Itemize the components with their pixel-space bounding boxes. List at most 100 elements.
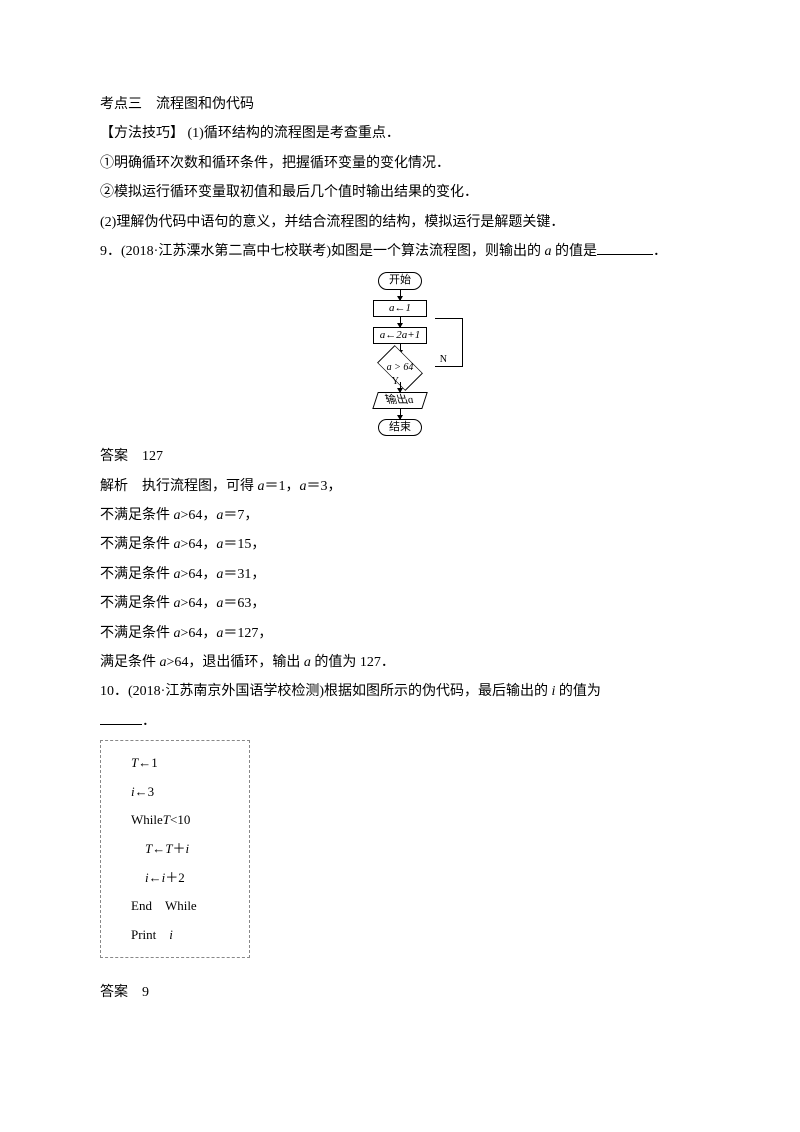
exp9-r2: 7， [237, 508, 258, 523]
document-content: 考点三 流程图和伪代码 【方法技巧】 (1)循环结构的流程图是考查重点． ①明确… [100, 90, 700, 1008]
exp9-gt4: >64， [181, 567, 217, 582]
exp9-fb: >64，退出循环，输出 [167, 655, 304, 670]
pc-l5: i←i＋2 [113, 864, 237, 893]
exp9-fc: 的值为 127． [311, 655, 395, 670]
fc-init-text: a←1 [389, 302, 411, 314]
exp9-r6: 127， [237, 626, 272, 641]
explanation-9-final: 满足条件 a>64，退出循环，输出 a 的值为 127． [100, 648, 700, 677]
exp9-v4: a [174, 567, 181, 582]
pc-l4e: i [185, 841, 189, 856]
pc-l2b: ←3 [135, 784, 155, 799]
q10-period: ． [142, 714, 156, 729]
pc-l4b: ← [152, 841, 165, 856]
exp9-v2: a [174, 508, 181, 523]
pc-l7b: i [169, 927, 173, 942]
ans10-value: 9 [128, 985, 149, 1000]
exp9-label: 解析 [100, 479, 128, 494]
answer-9: 答案 127 [100, 442, 700, 471]
pc-l3a: While [131, 812, 163, 827]
exp9-eq6: ＝ [223, 626, 237, 641]
pc-l5d: ＋2 [165, 870, 185, 885]
exp9-nf6: 不满足条件 [100, 626, 174, 641]
pc-l7: Print i [113, 921, 237, 950]
fc-loop-body: a←1 a←2a+1 a > 64 N Y [365, 300, 435, 382]
pc-l5b: ← [149, 870, 162, 885]
ans10-label: 答案 [100, 985, 128, 1000]
method-label: 【方法技巧】 [100, 126, 184, 141]
exp9-l1b: a [258, 479, 265, 494]
ans9-value: 127 [128, 449, 163, 464]
explanation-9-line2: 不满足条件 a>64，a＝7， [100, 501, 700, 530]
fc-decision: a > 64 [365, 354, 435, 382]
exp9-eq3: ＝ [223, 537, 237, 552]
exp9-nf2: 不满足条件 [100, 508, 174, 523]
fc-yes-label: Y [392, 376, 399, 388]
pc-l7a: Print [131, 927, 169, 942]
fc-cond-text: a > 64 [387, 362, 414, 374]
exp9-fv2: a [304, 655, 311, 670]
fc-arrow-2 [400, 317, 401, 327]
fc-step-text: a←2a+1 [380, 329, 420, 341]
question-9: 9．(2018·江苏溧水第二高中七校联考)如图是一个算法流程图，则输出的 a 的… [100, 237, 700, 266]
exp9-v6: a [174, 626, 181, 641]
exp9-eq5: ＝ [223, 596, 237, 611]
exp9-gt6: >64， [181, 626, 217, 641]
flowchart-diagram: 开始 a←1 a←2a+1 a > 64 N Y 输出 a 结束 [100, 272, 700, 436]
fc-step: a←2a+1 [373, 327, 427, 344]
pc-l3c: <10 [170, 812, 190, 827]
q10-prefix: 10．(2018·江苏南京外国语学校检测)根据如图所示的伪代码，最后输出的 [100, 684, 552, 699]
q9-prefix: 9．(2018·江苏溧水第二高中七校联考)如图是一个算法流程图，则输出的 [100, 244, 545, 259]
explanation-9-line5: 不满足条件 a>64，a＝63， [100, 589, 700, 618]
fc-start: 开始 [378, 272, 422, 289]
explanation-9-line3: 不满足条件 a>64，a＝15， [100, 530, 700, 559]
section-heading: 考点三 流程图和伪代码 [100, 90, 700, 119]
tip-1b: ②模拟运行循环变量取初值和最后几个值时输出结果的变化． [100, 178, 700, 207]
blank-line [597, 241, 653, 255]
question-10: 10．(2018·江苏南京外国语学校检测)根据如图所示的伪代码，最后输出的 i … [100, 677, 700, 706]
exp9-r4: 31， [237, 567, 265, 582]
method-tip-1: 【方法技巧】 (1)循环结构的流程图是考查重点． [100, 119, 700, 148]
exp9-l1a: 执行流程图，可得 [128, 479, 258, 494]
exp9-eq4: ＝ [223, 567, 237, 582]
exp9-fa: 满足条件 [100, 655, 160, 670]
exp9-r5: 63， [237, 596, 265, 611]
fc-arrow-5 [400, 409, 401, 419]
blank-line-2 [100, 711, 142, 725]
fc-arrow-4 [400, 382, 401, 392]
pc-l3b: T [163, 812, 170, 827]
exp9-nf5: 不满足条件 [100, 596, 174, 611]
explanation-9-line6: 不满足条件 a>64，a＝127， [100, 619, 700, 648]
tip-2: (2)理解伪代码中语句的意义，并结合流程图的结构，模拟运行是解题关键． [100, 208, 700, 237]
pseudocode-block: T←1 i←3 WhileT<10 T←T＋i i←i＋2 End While … [100, 740, 250, 958]
fc-end: 结束 [378, 419, 422, 436]
pc-l1b: ←1 [138, 755, 158, 770]
q10-suffix: 的值为 [555, 684, 601, 699]
fc-arrow-1 [400, 290, 401, 300]
exp9-l1d: a [300, 479, 307, 494]
pc-l1: T←1 [113, 749, 237, 778]
q9-suffix: 的值是 [552, 244, 598, 259]
pc-l2: i←3 [113, 778, 237, 807]
fc-output: 输出 a [372, 392, 427, 409]
fc-no-label: N [440, 354, 447, 366]
pc-l6: End While [113, 892, 237, 921]
exp9-fv1: a [160, 655, 167, 670]
tip-1-text: (1)循环结构的流程图是考查重点． [184, 126, 400, 141]
exp9-l1c: ＝1， [265, 479, 300, 494]
exp9-nf4: 不满足条件 [100, 567, 174, 582]
exp9-nf3: 不满足条件 [100, 537, 174, 552]
exp9-v5: a [174, 596, 181, 611]
pc-l4d: ＋ [172, 841, 185, 856]
fc-loopback-bottom [435, 366, 463, 367]
fc-cond-inner: a > 64 [387, 362, 414, 373]
pc-l3: WhileT<10 [113, 806, 237, 835]
exp9-r3: 15， [237, 537, 265, 552]
tip-1a: ①明确循环次数和循环条件，把握循环变量的变化情况． [100, 149, 700, 178]
exp9-gt3: >64， [181, 537, 217, 552]
pc-l4: T←T＋i [113, 835, 237, 864]
question-10-blank: ． [100, 707, 700, 736]
exp9-l1e: ＝3， [307, 479, 342, 494]
explanation-9-line1: 解析 执行流程图，可得 a＝1，a＝3， [100, 472, 700, 501]
ans9-label: 答案 [100, 449, 128, 464]
fc-init: a←1 [373, 300, 427, 317]
